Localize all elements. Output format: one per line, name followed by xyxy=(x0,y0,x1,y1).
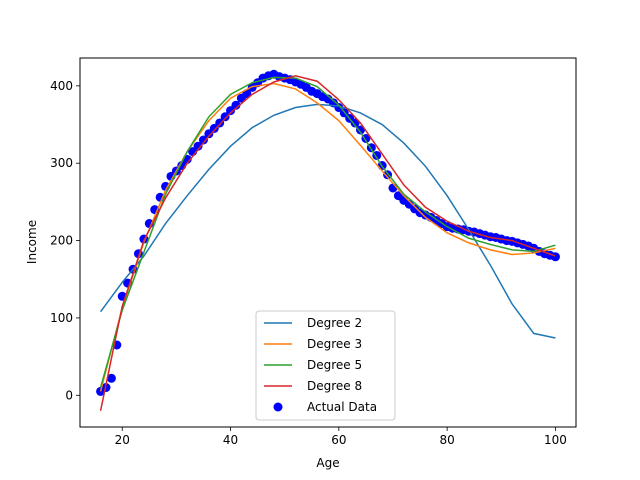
y-tick-label: 0 xyxy=(65,388,73,402)
data-point xyxy=(193,141,203,151)
series-line-4 xyxy=(99,75,556,411)
legend-label: Degree 3 xyxy=(307,337,362,351)
data-point xyxy=(198,135,208,145)
legend-box xyxy=(255,310,396,421)
x-tick-label: 80 xyxy=(439,433,454,447)
legend-label: Degree 2 xyxy=(307,316,362,330)
y-tick-label: 200 xyxy=(50,234,73,248)
y-tick-label: 300 xyxy=(50,156,73,170)
data-point xyxy=(220,112,230,122)
legend-label: Degree 5 xyxy=(307,358,362,372)
data-point xyxy=(231,100,241,110)
legend: Degree 2 Degree 3 Degree 5 Degree 8 Actual D… xyxy=(255,310,396,421)
series-line-3 xyxy=(99,76,556,388)
y-tick-label: 100 xyxy=(50,311,73,325)
data-point xyxy=(106,373,116,383)
y-axis-label: Income xyxy=(25,220,39,264)
x-tick-label: 20 xyxy=(115,433,130,447)
legend-label: Degree 8 xyxy=(307,379,362,393)
data-point xyxy=(550,252,560,262)
data-point xyxy=(350,118,360,128)
x-tick-label: 60 xyxy=(331,433,346,447)
legend-marker xyxy=(273,402,283,412)
x-axis: 20 40 60 80 100 xyxy=(115,427,567,447)
x-tick-label: 40 xyxy=(223,433,238,447)
x-tick-label: 100 xyxy=(544,433,567,447)
y-axis: 0 100 200 300 400 xyxy=(50,79,80,402)
legend-label: Actual Data xyxy=(307,400,377,414)
y-tick-label: 400 xyxy=(50,79,73,93)
data-point xyxy=(355,125,365,135)
series-line-2 xyxy=(99,82,556,392)
x-axis-label: Age xyxy=(316,456,339,470)
plot-area xyxy=(96,69,560,411)
axes-frame xyxy=(79,57,577,428)
series-line-1 xyxy=(99,103,556,339)
data-point xyxy=(215,118,225,128)
